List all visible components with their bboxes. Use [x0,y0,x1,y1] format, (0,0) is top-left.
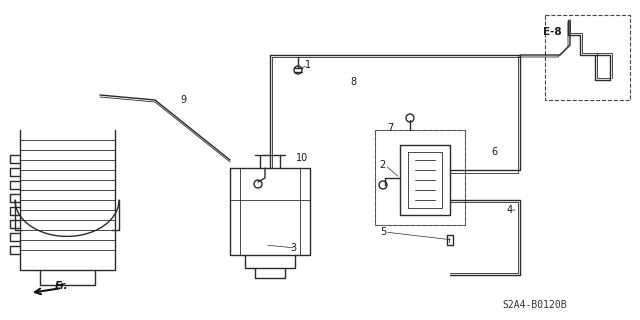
Bar [545,15,630,100]
Text: 5: 5 [380,227,386,237]
Text: 4: 4 [507,205,513,215]
Text: 2: 2 [379,160,385,170]
Text: 8: 8 [350,77,356,87]
Text: E-8: E-8 [543,27,562,37]
Text: S2A4-B0120B: S2A4-B0120B [502,300,567,310]
Bar [375,130,465,225]
Bar [375,130,465,225]
Text: 10: 10 [296,153,308,163]
Text: 3: 3 [290,243,296,253]
Text: 9: 9 [180,95,186,105]
Text: 6: 6 [491,147,497,157]
Text: Fr.: Fr. [55,281,68,291]
Text: 1: 1 [305,60,311,70]
Text: 7: 7 [387,123,393,133]
